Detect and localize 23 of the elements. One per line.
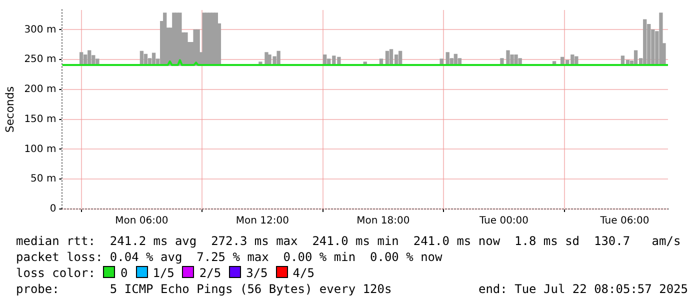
y-tick-label: 0	[50, 204, 56, 215]
x-tick-label: Mon 18:00	[356, 216, 410, 227]
y-tick-label: 150 m	[24, 114, 56, 125]
text: packet loss: 0.04 % avg 7.25 % max 0.00 % min 0.00 % now	[16, 249, 444, 265]
legend-title: loss color:	[16, 266, 96, 280]
x-tick-label: Tue 00:00	[478, 216, 529, 227]
legend-label: 2/5	[199, 266, 222, 280]
text: end: Tue Jul 22 08:05:57 2025	[478, 281, 688, 297]
y-axis-title: Seconds	[3, 86, 16, 133]
y-tick-label: 100 m	[24, 144, 56, 155]
text: probe: 5 ICMP Echo Pings (56 Bytes) every 120s	[16, 282, 392, 296]
legend-label: 0	[120, 266, 128, 280]
legend-label: 3/5	[246, 266, 268, 280]
x-tick-label: Mon 12:00	[236, 216, 290, 227]
x-tick-label: Tue 06:00	[599, 216, 650, 227]
legend-label: 4/5	[292, 266, 314, 280]
y-tick-label: 300 m	[24, 24, 56, 36]
legend-label: 1/5	[152, 266, 174, 280]
y-tick-label: 50 m	[30, 174, 56, 185]
y-tick-label: 250 m	[24, 54, 56, 66]
text: median rtt: 241.2 ms avg 272.3 ms max 241.0 ms min 241.0 ms now 1.8 ms sd 130.7 am/s	[16, 233, 682, 249]
x-tick-label: Mon 06:00	[115, 216, 168, 227]
y-tick-label: 200 m	[24, 84, 56, 96]
